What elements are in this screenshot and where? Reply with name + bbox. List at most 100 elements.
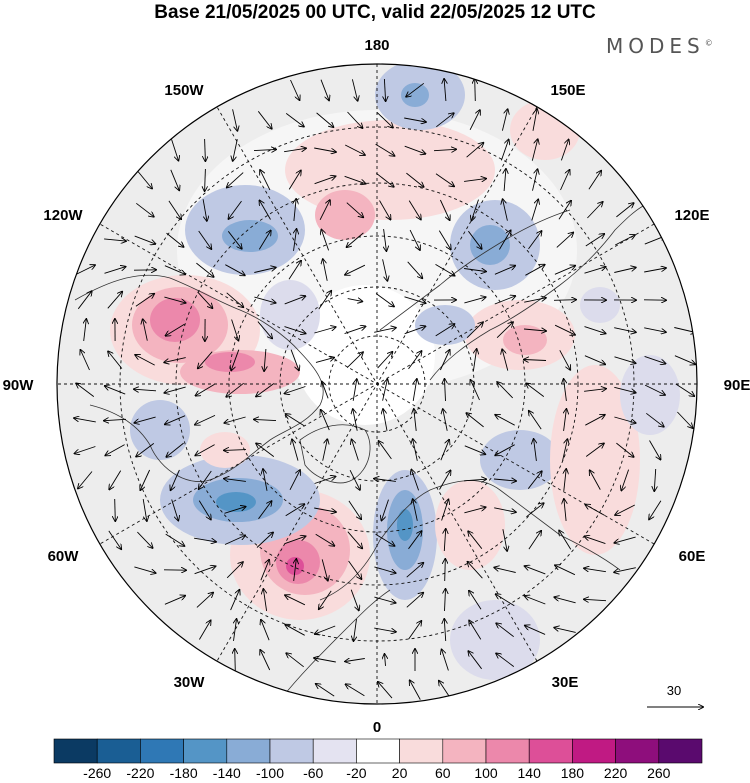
- wind-vector: [171, 469, 180, 490]
- wind-vector: [497, 382, 514, 399]
- colorbar-label: -180: [170, 765, 198, 781]
- wind-vector: [614, 327, 636, 333]
- wind-vector: [500, 140, 508, 161]
- longitude-label: 120W: [43, 207, 83, 224]
- colorbar-swatch: [485, 738, 530, 764]
- wind-vector: [194, 537, 216, 542]
- coastline-greenland: [299, 424, 371, 484]
- wind-vector: [199, 470, 212, 489]
- wind-vector: [290, 79, 300, 100]
- wind-vector: [84, 319, 87, 341]
- wind-vector: [644, 355, 666, 363]
- wind-vector: [314, 507, 336, 512]
- wind-vector: [558, 201, 571, 220]
- wind-vector: [644, 384, 665, 395]
- wind-vector: [350, 589, 359, 611]
- wind-vector: [408, 531, 422, 550]
- longitude-label: 120E: [674, 207, 709, 224]
- wind-vector: [134, 235, 156, 244]
- wind-vector: [290, 349, 299, 371]
- wind-vector: [585, 415, 604, 426]
- anomaly-neg-barents: [480, 430, 560, 490]
- colorbar-swatch: [399, 738, 444, 764]
- wind-vector: [469, 110, 480, 131]
- anomaly-neg-kazakh: [620, 355, 680, 435]
- colorbar: -260 -220 -180 -140 -100 -60 -20 20 60 100 140 180 2…: [53, 738, 703, 781]
- wind-vector: [564, 469, 566, 491]
- wind-vector: [556, 233, 573, 248]
- wind-vector: [347, 531, 362, 549]
- wind-vector: [346, 202, 363, 218]
- wind-vector: [464, 179, 486, 182]
- wind-vector: [285, 113, 304, 126]
- wind-vector: [320, 79, 329, 101]
- wind-vector: [224, 450, 247, 451]
- wind-vector: [472, 199, 479, 221]
- coastlines: [74, 204, 646, 701]
- wind-vector: [584, 568, 606, 573]
- wind-vector: [441, 500, 449, 521]
- wind-vector: [289, 470, 300, 491]
- wind-vector: [614, 235, 635, 246]
- wind-vector: [464, 297, 485, 304]
- wind-vector: [527, 471, 541, 489]
- wind-vector: [614, 416, 635, 423]
- wind-vector: [504, 169, 506, 192]
- longitude-label: 60W: [48, 548, 80, 565]
- wind-vector: [75, 446, 96, 454]
- wind-vector: [554, 324, 575, 335]
- wind-vector: [649, 440, 661, 460]
- wind-vector: [532, 169, 538, 191]
- wind-vector: [202, 199, 207, 221]
- anomaly-neg-gulf-alaska-core: [222, 220, 278, 252]
- wind-vector: [254, 268, 275, 273]
- wind-vector: [166, 442, 184, 457]
- meridian-line: [216, 106, 538, 662]
- wind-vector: [318, 291, 331, 310]
- wind-vector: [260, 560, 269, 581]
- colorbar-swatch: [96, 738, 141, 764]
- map-disc: [57, 64, 697, 704]
- wind-vector: [526, 383, 545, 397]
- wind-vector: [170, 169, 179, 190]
- colorbar-label: 60: [435, 765, 451, 781]
- wind-vector: [469, 591, 482, 610]
- wind-vector: [499, 231, 510, 250]
- wind-vector: [165, 415, 186, 425]
- wind-vector: [616, 203, 633, 218]
- wind-vector: [108, 351, 123, 369]
- wind-vector: [345, 264, 366, 275]
- wind-vector: [614, 567, 636, 573]
- wind-vector: [164, 357, 186, 363]
- wind-vector: [263, 469, 268, 491]
- wind-vector: [524, 360, 547, 361]
- wind-vector: [442, 650, 449, 671]
- wind-vector: [195, 444, 215, 456]
- anomaly-pos-canada-core: [205, 352, 255, 372]
- wind-vector: [198, 351, 213, 369]
- wind-vector: [553, 300, 576, 301]
- anomaly-pos-siberia-band: [550, 365, 640, 555]
- wind-vector: [445, 379, 446, 402]
- wind-vector: [564, 379, 567, 401]
- wind-vector: [196, 593, 213, 608]
- wind-vector: [384, 229, 387, 251]
- anomaly-neg-europe: [450, 600, 540, 680]
- wind-vector: [440, 440, 449, 461]
- wind-vector: [137, 171, 152, 189]
- wind-vector: [374, 596, 395, 603]
- wind-vector: [379, 441, 392, 460]
- wind-vector: [344, 144, 365, 155]
- anomaly-pos-pacific-core: [150, 298, 200, 342]
- wind-vector: [134, 566, 155, 573]
- wind-vector: [352, 440, 359, 461]
- wind-vector: [494, 266, 515, 275]
- wind-vector: [260, 650, 271, 671]
- anomaly-shading: [110, 64, 680, 680]
- wind-vector: [376, 112, 393, 127]
- arctic-white-area: [295, 285, 435, 425]
- wind-vector: [233, 139, 238, 161]
- wind-vector: [288, 171, 301, 190]
- colorbar-label: 100: [474, 765, 498, 781]
- wind-vector: [315, 533, 335, 546]
